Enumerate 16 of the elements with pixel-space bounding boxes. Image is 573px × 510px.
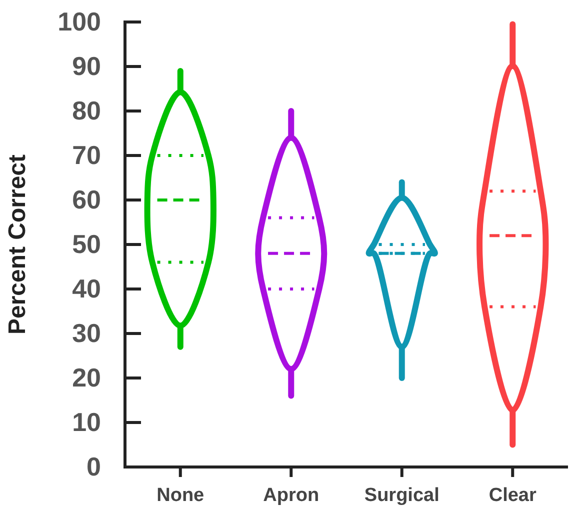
x-tick-label: Surgical	[364, 484, 440, 506]
y-tick-label: 30	[72, 318, 101, 348]
y-tick-label: 100	[58, 6, 101, 36]
y-tick-label: 20	[72, 362, 101, 392]
x-tick-label: None	[156, 484, 204, 506]
y-tick-label: 60	[72, 184, 101, 214]
y-tick-label: 90	[72, 50, 101, 81]
y-tick-label: 40	[72, 273, 101, 304]
y-tick-label: 0	[86, 451, 101, 482]
y-tick-label: 10	[72, 406, 101, 437]
x-tick-label: Clear	[488, 484, 537, 506]
x-tick-label: Apron	[263, 484, 320, 506]
y-tick-label: 70	[72, 140, 101, 170]
y-tick-label: 50	[72, 228, 101, 259]
y-tick-label: 80	[72, 95, 101, 126]
y-axis-title: Percent Correct	[4, 154, 31, 335]
